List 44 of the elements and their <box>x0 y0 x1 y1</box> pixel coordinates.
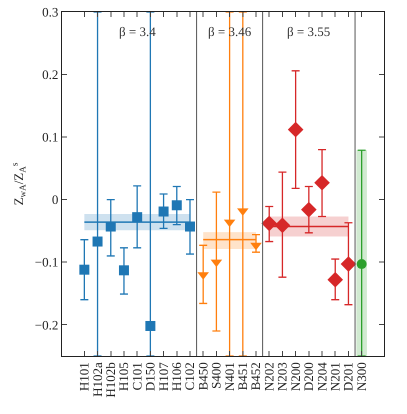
annotation: β = 3.55 <box>287 24 330 39</box>
y-tick-label: 0.1 <box>42 130 58 145</box>
x-tick-label: H101 <box>76 362 92 392</box>
point <box>327 272 344 288</box>
point <box>132 212 142 222</box>
point <box>356 259 367 270</box>
point <box>340 256 356 272</box>
point <box>172 200 182 210</box>
x-tick-label: N201 <box>327 362 342 392</box>
point <box>145 320 156 331</box>
x-tick-label: H107 <box>156 362 171 392</box>
x-tick-label: N200 <box>288 362 303 392</box>
x-tick-label: D150 <box>142 362 158 392</box>
x-tick-label: N203 <box>274 362 290 392</box>
x-tick-label: H105 <box>116 362 132 392</box>
x-tick-label: H102a <box>90 362 105 397</box>
x-tick-label: B450 <box>195 362 210 390</box>
x-tick-label: N401 <box>222 362 237 392</box>
point <box>288 122 304 138</box>
y-tick-label: −0.1 <box>34 254 58 270</box>
x-tick-label: H106 <box>169 362 184 392</box>
point <box>301 202 317 218</box>
point <box>92 236 103 247</box>
point <box>79 264 90 275</box>
y-tick-label: 0.3 <box>42 4 58 20</box>
point <box>261 216 278 232</box>
x-tick-label: C102 <box>182 362 198 390</box>
x-tick-label: N300 <box>354 362 369 392</box>
point <box>184 222 195 232</box>
y-tick-label: 0 <box>52 192 58 208</box>
x-tick-label: N202 <box>261 362 276 392</box>
x-tick-label: D200 <box>301 362 316 392</box>
point <box>158 206 169 217</box>
y-tick-label: −0.2 <box>34 317 58 332</box>
x-tick-label: B452 <box>248 362 264 390</box>
point <box>314 174 330 191</box>
x-tick-label: H102b <box>102 362 118 398</box>
x-tick-label: D201 <box>340 362 356 392</box>
x-tick-label: S400 <box>208 362 224 389</box>
x-tick-label: C101 <box>129 362 144 390</box>
x-tick-label: B451 <box>235 362 250 390</box>
point <box>118 265 129 276</box>
y-tick-label: 0.2 <box>42 67 58 82</box>
x-tick-label: N204 <box>314 362 330 392</box>
